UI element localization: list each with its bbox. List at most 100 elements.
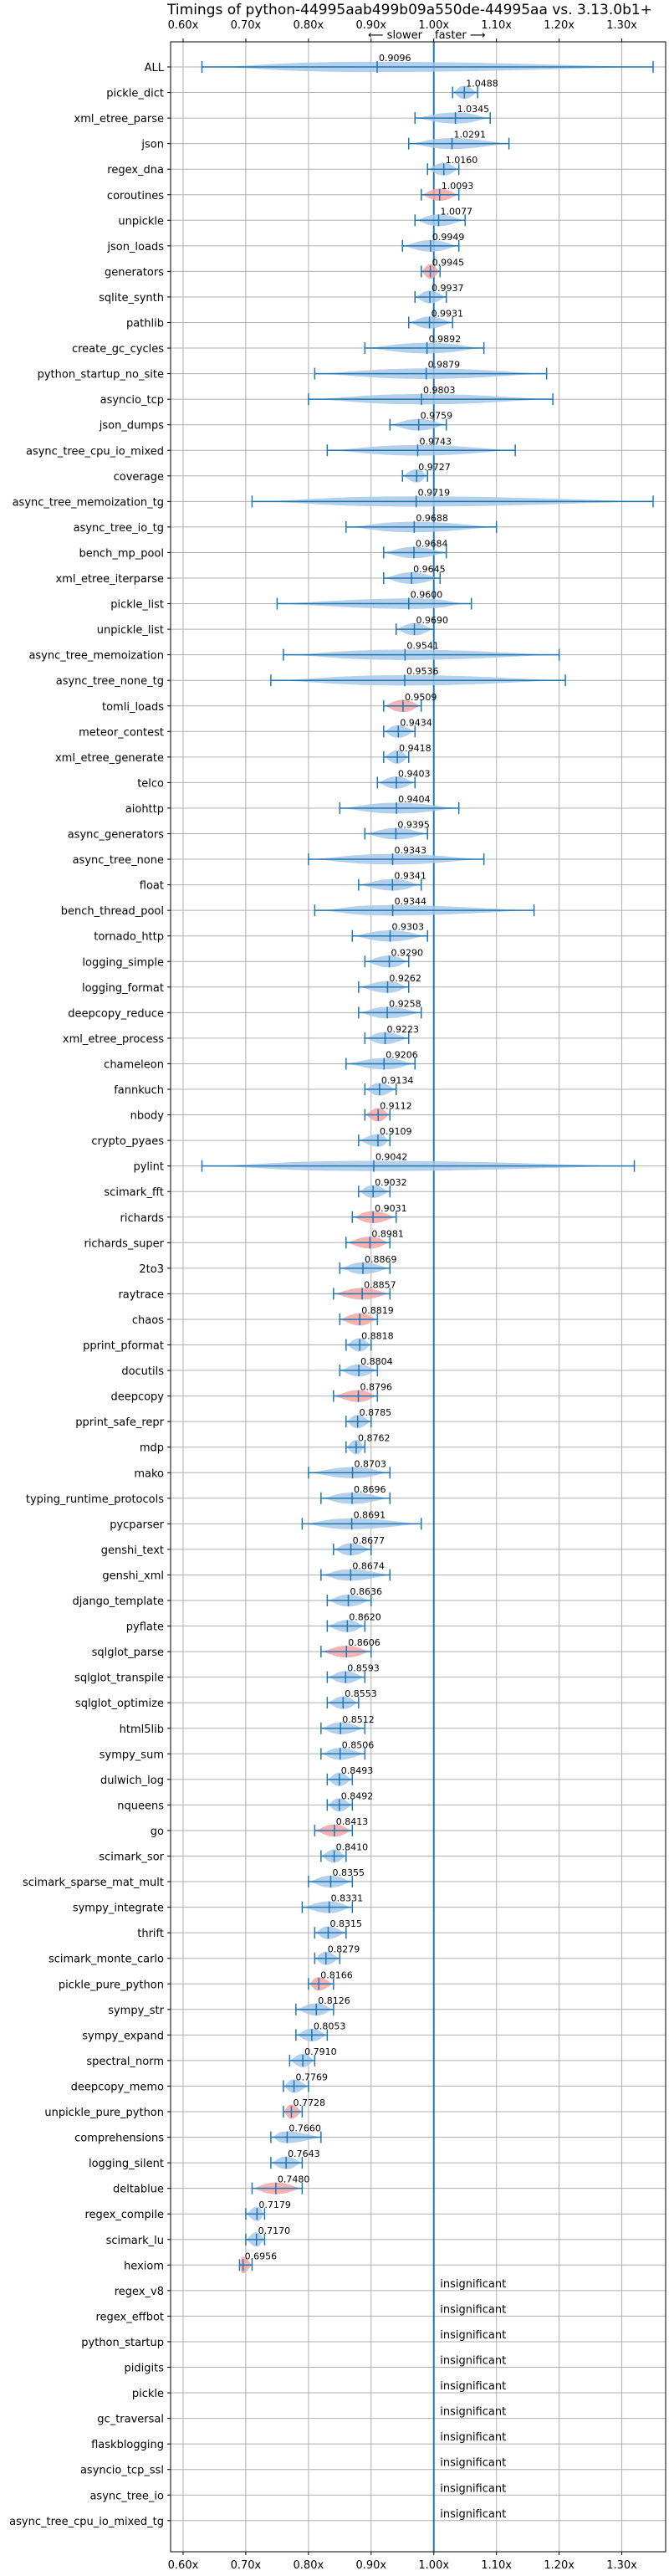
y-label: meteor_contest [79, 726, 164, 739]
x-tick-label-top: 0.80x [294, 19, 324, 32]
y-label: deepcopy [110, 1391, 164, 1404]
x-tick-label-top: 0.90x [355, 19, 386, 32]
x-tick-label-top: 0.70x [231, 19, 262, 32]
mean-value-label: 1.0488 [466, 79, 498, 90]
y-label: unpickle_pure_python [44, 2107, 164, 2119]
y-label: create_gc_cycles [72, 343, 164, 356]
y-label: xml_etree_process [63, 1033, 164, 1046]
mean-value-label: 1.0160 [446, 155, 478, 166]
x-tick-label-bottom: 0.80x [294, 2559, 324, 2572]
y-label: chaos [132, 1314, 164, 1327]
mean-value-label: 0.9344 [395, 896, 427, 907]
mean-value-label: 0.9684 [416, 538, 448, 549]
mean-value-label: 0.9042 [375, 1152, 408, 1163]
mean-value-label: 0.8981 [371, 1228, 404, 1239]
mean-value-label: 0.8053 [314, 2020, 346, 2031]
grid [171, 42, 666, 2552]
y-label: crypto_pyaes [91, 1135, 164, 1148]
mean-value-label: 0.8762 [358, 1433, 391, 1444]
mean-value-label: 0.9688 [416, 513, 447, 524]
y-label: spectral_norm [86, 2056, 164, 2068]
mean-value-label: 0.9096 [379, 53, 411, 64]
mean-value-label: 0.9109 [380, 1126, 412, 1137]
x-tick-label-top: 1.00x [418, 19, 449, 32]
x-tick-label-bottom: 0.90x [355, 2559, 386, 2572]
y-label: deepcopy_memo [71, 2081, 164, 2093]
y-label: sympy_str [108, 2005, 164, 2017]
y-label: deltablue [113, 2184, 164, 2196]
y-label: regex_effbot [95, 2311, 164, 2323]
insignificant-label: insignificant [440, 2406, 506, 2419]
y-label: python_startup [81, 2337, 164, 2349]
mean-value-label: 0.9536 [406, 666, 438, 677]
x-tick-label-bottom: 1.10x [481, 2559, 512, 2572]
y-label: pidigits [125, 2363, 165, 2375]
insignificant-label: insignificant [440, 2303, 506, 2316]
y-label: aiohttp [125, 803, 164, 816]
y-label: asyncio_tcp_ssl [80, 2465, 164, 2477]
mean-value-label: 0.8620 [349, 1612, 381, 1623]
mean-value-label: 0.8315 [329, 1918, 362, 1929]
mean-value-label: 0.9879 [428, 360, 461, 371]
y-label: genshi_xml [102, 1570, 164, 1582]
y-label: logging_silent [89, 2158, 164, 2170]
y-label: unpickle [118, 215, 164, 228]
mean-value-label: 0.6956 [245, 2251, 278, 2261]
y-label: unpickle_list [97, 624, 164, 637]
mean-value-label: 0.8413 [336, 1816, 369, 1827]
insignificant-label: insignificant [440, 2508, 506, 2521]
insignificant-label: insignificant [440, 2329, 506, 2342]
insignificant-label: insignificant [440, 2380, 506, 2393]
axis-ticks: 0.60x 0.60x 0.70x 0.70x 0.80x 0.80x 0.90x 0.90x… [167, 19, 637, 2572]
y-label: pyflate [126, 1621, 164, 1634]
y-label: sympy_integrate [73, 1903, 164, 1915]
y-label: pickle_dict [106, 88, 164, 100]
y-label: sqlite_synth [99, 292, 164, 305]
x-tick-label-bottom: 0.60x [168, 2559, 199, 2572]
mean-value-label: 0.9418 [399, 743, 431, 754]
y-label: async_tree_none [73, 854, 164, 867]
y-label: regex_dna [107, 164, 164, 177]
y-label: html5lib [120, 1723, 164, 1736]
mean-value-label: 0.8674 [352, 1560, 385, 1571]
mean-value-label: 0.9032 [375, 1177, 407, 1188]
y-label: scimark_sor [99, 1851, 164, 1864]
mean-value-label: 0.9341 [394, 871, 426, 882]
y-label: genshi_text [101, 1544, 164, 1557]
y-label: float [140, 880, 164, 893]
y-label: async_tree_io [89, 2490, 164, 2502]
mean-value-label: 1.0077 [441, 206, 473, 217]
mean-value-label: 0.8126 [318, 1995, 350, 2006]
mean-value-label: 0.9945 [432, 257, 465, 268]
mean-value-label: 0.8410 [336, 1842, 369, 1853]
mean-value-label: 0.8696 [354, 1484, 386, 1495]
y-label: nbody [130, 1110, 165, 1123]
mean-value-label: 0.9937 [432, 283, 464, 294]
mean-value-label: 0.8493 [341, 1765, 374, 1776]
insignificant-label: insignificant [440, 2482, 506, 2495]
y-label: comprehensions [74, 2133, 164, 2145]
y-label: regex_v8 [115, 2286, 164, 2298]
mean-value-label: 0.7728 [293, 2097, 325, 2108]
mean-value-label: 0.8355 [332, 1867, 365, 1878]
y-label: scimark_lu [106, 2235, 164, 2247]
insignificant-label: insignificant [440, 2457, 506, 2470]
y-label: json_dumps [99, 420, 164, 433]
mean-value-label: 0.7910 [304, 2046, 337, 2057]
mean-value-label: 0.8677 [353, 1535, 386, 1546]
mean-value-label: 1.0345 [457, 104, 490, 115]
mean-value-label: 0.9258 [389, 998, 421, 1009]
x-tick-label-top: 1.10x [481, 19, 512, 32]
mean-value-label: 0.9949 [432, 232, 465, 243]
mean-value-label: 0.8606 [348, 1637, 380, 1648]
mean-value-label: 0.9223 [387, 1024, 420, 1035]
y-label: bench_mp_pool [79, 547, 164, 560]
slower-label: ⟵ slower [368, 29, 423, 42]
y-label: raytrace [118, 1288, 164, 1301]
mean-value-label: 0.9743 [419, 436, 452, 447]
mean-value-label: 0.9600 [411, 590, 443, 601]
mean-value-label: 0.9690 [416, 615, 449, 626]
mean-value-label: 0.9541 [406, 641, 439, 652]
y-label: chameleon [104, 1058, 164, 1071]
mean-value-label: 0.9719 [418, 487, 451, 498]
